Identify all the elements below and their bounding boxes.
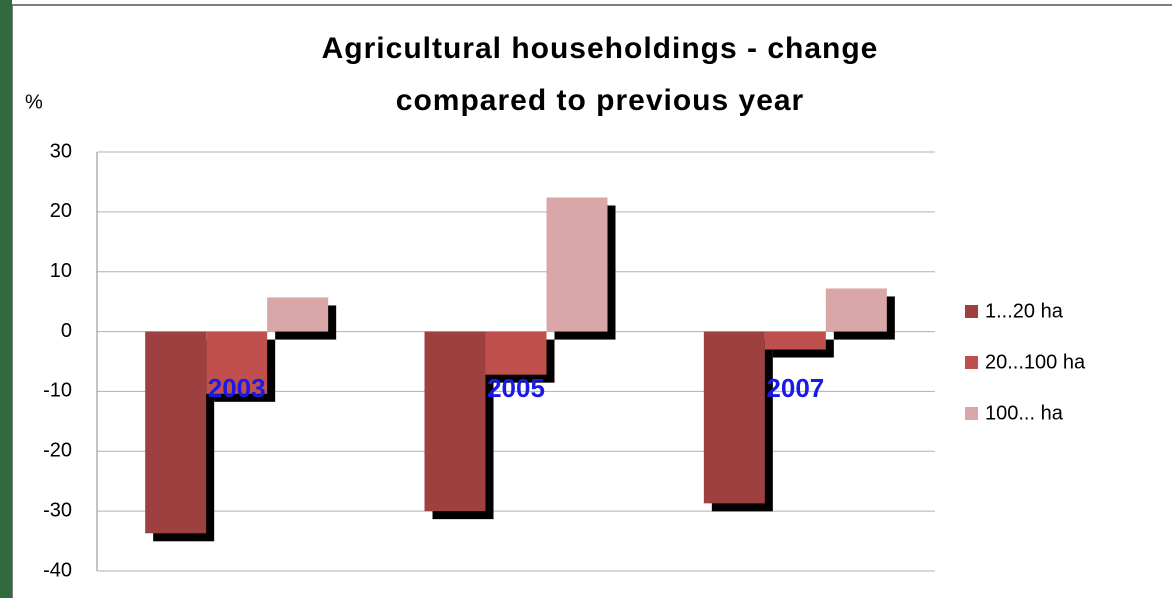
bar — [206, 331, 268, 394]
y-tick-label: -30 — [43, 499, 72, 521]
bar — [825, 288, 887, 332]
y-tick-label: 20 — [50, 200, 72, 222]
y-tick-label: -10 — [43, 380, 72, 402]
legend-label: 20...100 ha — [985, 351, 1086, 373]
bar — [145, 331, 207, 534]
legend-label: 1...20 ha — [985, 300, 1064, 322]
legend-label: 100... ha — [985, 402, 1064, 424]
side-border — [0, 0, 12, 598]
legend-swatch — [965, 356, 978, 369]
bar — [424, 331, 486, 512]
bar — [764, 331, 826, 350]
y-tick-label: 10 — [50, 260, 72, 282]
category-label: 2003 — [208, 373, 266, 403]
bar — [546, 197, 608, 332]
category-label: 2005 — [487, 373, 545, 403]
chart-title: Agricultural householdings - change — [322, 32, 879, 65]
y-tick-label: 0 — [61, 320, 72, 342]
bar — [703, 331, 765, 504]
y-tick-label: -40 — [43, 559, 72, 581]
bar — [267, 297, 329, 332]
legend-swatch — [965, 407, 978, 420]
y-tick-label: -20 — [43, 440, 72, 462]
chart-title: compared to previous year — [396, 84, 804, 117]
y-axis-label: % — [25, 91, 43, 113]
category-label: 2007 — [766, 373, 824, 403]
legend-swatch — [965, 305, 978, 318]
bar — [485, 331, 547, 375]
y-tick-label: 30 — [50, 140, 72, 162]
